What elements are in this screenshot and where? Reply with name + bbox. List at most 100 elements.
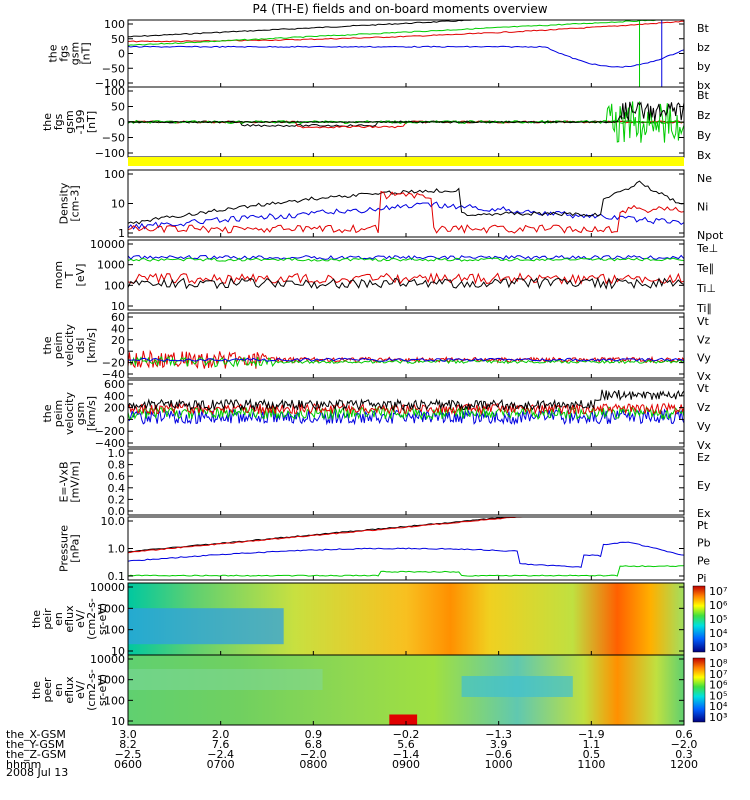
colorbar-tick-label: 10⁴ bbox=[709, 700, 728, 713]
y-axis-label-line: the bbox=[47, 44, 60, 62]
series-ti-perp bbox=[128, 272, 684, 285]
ephemeris-value: 1200 bbox=[670, 758, 698, 771]
y-tick-label: −50 bbox=[102, 132, 125, 145]
y-tick-label: 100 bbox=[104, 18, 125, 31]
ephemeris-value: 5.6 bbox=[397, 738, 415, 751]
y-tick-label: 1000 bbox=[97, 259, 125, 272]
y-tick-label: 0 bbox=[118, 48, 125, 61]
y-axis-label-line: mom bbox=[52, 261, 65, 289]
legend-entry: By bbox=[697, 129, 712, 142]
y-tick-label: 10000 bbox=[90, 238, 125, 251]
legend-entry: Ne bbox=[697, 172, 712, 185]
legend-entry: Ti⊥ bbox=[696, 282, 716, 295]
y-axis-label-line: gsm bbox=[74, 402, 87, 425]
colorbar-tick-label: 10⁵ bbox=[709, 689, 727, 702]
panel-frame bbox=[127, 448, 685, 516]
y-tick-label: 10000 bbox=[90, 581, 125, 594]
y-axis-label-line: [eV] bbox=[74, 264, 87, 287]
legend-entry: bx bbox=[697, 79, 711, 92]
y-tick-label: −20 bbox=[102, 357, 125, 370]
colorbar-tick-label: 10⁸ bbox=[709, 657, 728, 670]
y-tick-label: 1000 bbox=[97, 602, 125, 615]
legend-entry: Ni bbox=[697, 201, 708, 214]
y-axis-label-line: gsm bbox=[63, 110, 76, 133]
y-axis-label-line: eflux bbox=[63, 676, 76, 704]
y-axis-label-line: [mV/m] bbox=[69, 461, 82, 502]
series-pi bbox=[128, 541, 684, 568]
y-tick-label: 0.8 bbox=[108, 459, 126, 472]
y-axis-label-line: en bbox=[52, 612, 65, 626]
spectrogram-hot-spot bbox=[389, 714, 418, 725]
y-axis-label-line: eflux bbox=[63, 605, 76, 633]
series-vt bbox=[128, 389, 684, 412]
y-axis-label-line: [nT] bbox=[80, 42, 93, 64]
colorbar-tick-label: 10⁷ bbox=[709, 585, 727, 598]
ephemeris-value: 0800 bbox=[299, 758, 327, 771]
y-axis-label-line: the bbox=[41, 336, 54, 354]
ephemeris-value: 1100 bbox=[577, 758, 605, 771]
ephemeris-label: the_X-GSM bbox=[6, 728, 66, 741]
legend-entry: Vz bbox=[697, 333, 711, 346]
legend-entry: Vy bbox=[697, 352, 711, 365]
series-by bbox=[128, 20, 684, 47]
legend-entry: Ti∥ bbox=[696, 302, 712, 315]
y-tick-label: 10 bbox=[111, 198, 125, 211]
series-bt-burst bbox=[128, 101, 684, 124]
legend-entry: Pt bbox=[697, 519, 709, 532]
y-axis-label-line: eV/ bbox=[74, 610, 87, 628]
legend-entry: Bt bbox=[697, 22, 710, 35]
legend-entry: Bt bbox=[697, 89, 710, 102]
legend-entry: bz bbox=[697, 41, 710, 54]
panel-data bbox=[128, 517, 684, 577]
y-axis-label-line: E=-VxB bbox=[58, 461, 71, 502]
legend-entry: Pi bbox=[697, 572, 706, 585]
legend-entry: Ey bbox=[697, 479, 711, 492]
ephemeris-value: 0.9 bbox=[305, 728, 323, 741]
y-tick-label: 100 bbox=[104, 168, 125, 181]
y-tick-label: 100 bbox=[104, 85, 125, 98]
y-axis-label-line: the bbox=[30, 610, 43, 628]
ephemeris-value: 8.2 bbox=[119, 738, 137, 751]
legend-entry: Vz bbox=[697, 401, 711, 414]
y-tick-label: 0.6 bbox=[108, 470, 126, 483]
ephemeris-value: −1.9 bbox=[578, 728, 605, 741]
y-tick-label: 100 bbox=[104, 279, 125, 292]
y-axis-label-line: [km/s] bbox=[85, 328, 98, 363]
ephemeris-value: −2.0 bbox=[671, 738, 698, 751]
ephemeris-value: 1000 bbox=[485, 758, 513, 771]
colorbar-scale bbox=[692, 585, 706, 653]
legend-entry: Bz bbox=[697, 109, 711, 122]
panel-frame bbox=[127, 312, 685, 379]
legend-entry: Ex bbox=[697, 507, 711, 520]
legend-entry: Vx bbox=[697, 370, 712, 383]
ephemeris-value: 3.9 bbox=[490, 738, 508, 751]
panel-data bbox=[128, 389, 684, 426]
y-tick-label: 10 bbox=[111, 645, 125, 658]
colorbar-tick-label: 10⁷ bbox=[709, 668, 727, 681]
y-tick-label: 0.0 bbox=[108, 505, 126, 518]
y-tick-label: 0 bbox=[118, 116, 125, 129]
legend-entry: Vt bbox=[697, 315, 710, 328]
ephemeris-label: the_Y-GSM bbox=[6, 738, 64, 751]
series-pb bbox=[128, 517, 684, 554]
colorbar-tick-label: 10⁶ bbox=[709, 679, 728, 692]
ephemeris-value: 0900 bbox=[392, 758, 420, 771]
y-tick-label: 20 bbox=[111, 334, 125, 347]
y-axis-label: thepeimvelocitydsl[km/s] bbox=[41, 324, 98, 367]
series-vx bbox=[128, 357, 684, 362]
panel-10: 10⁸10⁷10⁶10⁵10⁴10³10000100010010thepeere… bbox=[30, 653, 728, 728]
series-bx bbox=[128, 45, 684, 68]
y-tick-label: 0 bbox=[118, 413, 125, 426]
y-axis-label-line: [nPa] bbox=[69, 534, 82, 562]
ephemeris-value: 6.8 bbox=[305, 738, 323, 751]
y-axis-label: thefgsgsm[nT] bbox=[47, 42, 93, 65]
y-axis-label: thefgsgsm-199[nT] bbox=[41, 110, 98, 135]
ephemeris-value: 1.1 bbox=[583, 738, 601, 751]
ephemeris-value: −2.0 bbox=[300, 748, 327, 761]
y-axis-label-line: gsm bbox=[69, 42, 82, 65]
colorbar-tick-label: 10³ bbox=[709, 711, 727, 724]
legend-entry: Pe bbox=[697, 554, 710, 567]
panel-9: 10⁷10⁶10⁵10⁴10³10000100010010thepeirenef… bbox=[30, 581, 728, 658]
